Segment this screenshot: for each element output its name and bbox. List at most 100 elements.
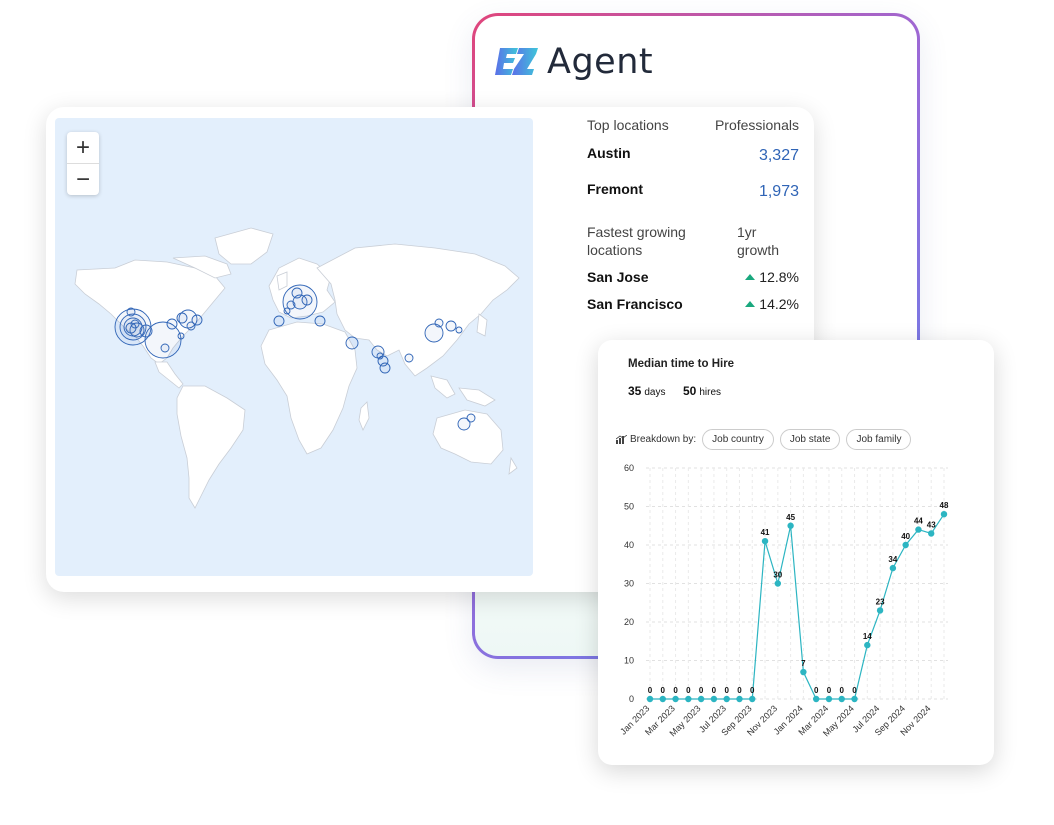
chip-job-family[interactable]: Job family (846, 429, 912, 450)
world-map-canvas (74, 227, 520, 509)
data-point[interactable] (800, 668, 807, 676)
location-bubble (291, 287, 303, 299)
location-bubble (191, 314, 203, 326)
data-point[interactable] (774, 580, 782, 587)
hires-value: 50 (683, 384, 697, 398)
data-label: 44 (914, 517, 923, 526)
world-map[interactable]: + − (55, 118, 533, 576)
breakdown-bar: Breakdown by: Job country Job state Job … (616, 429, 912, 450)
data-label: 0 (840, 686, 845, 695)
location-bubble (144, 321, 182, 359)
top-locations-header-row: Top locations Professionals (587, 117, 799, 133)
data-label: 40 (901, 532, 910, 541)
top-locations-header: Top locations (587, 117, 669, 133)
series-line (650, 513, 945, 700)
data-point[interactable] (838, 695, 845, 703)
map-bubbles (114, 284, 476, 431)
data-point[interactable] (915, 526, 922, 533)
data-point[interactable] (749, 695, 756, 703)
data-label: 0 (827, 686, 832, 695)
location-bubble (186, 321, 196, 331)
data-label: 0 (661, 686, 666, 695)
data-label: 0 (699, 686, 704, 695)
professionals-count: 1,973 (758, 183, 799, 200)
trend-up-icon (745, 301, 756, 307)
data-point[interactable] (825, 695, 833, 703)
location-bubble (434, 318, 444, 328)
data-label: 0 (686, 686, 691, 695)
data-point[interactable] (685, 695, 692, 703)
location-bubble (445, 320, 457, 332)
location-bubble (126, 307, 136, 317)
location-name: Fremont (587, 181, 643, 197)
data-point[interactable] (902, 541, 909, 549)
data-label: 0 (648, 686, 653, 695)
data-label: 0 (673, 686, 678, 695)
data-point[interactable] (928, 530, 935, 537)
data-label: 0 (737, 686, 742, 695)
location-bubble (166, 318, 178, 330)
data-point[interactable] (761, 537, 769, 545)
trend-up-icon (745, 274, 756, 280)
location-stats: Top locations Professionals Austin 3,327… (587, 117, 799, 312)
professionals-count: 3,327 (758, 147, 799, 164)
chip-job-country[interactable]: Job country (702, 429, 774, 450)
chip-job-state[interactable]: Job state (779, 429, 841, 450)
location-bubble (424, 323, 444, 343)
data-label: 0 (814, 686, 819, 695)
data-label: 48 (940, 501, 949, 510)
location-bubble (314, 315, 326, 327)
data-label: 0 (724, 686, 729, 695)
zoom-in-button[interactable]: + (75, 133, 90, 161)
data-point[interactable] (659, 695, 666, 703)
zoom-out-button[interactable]: − (67, 163, 99, 195)
data-point[interactable] (723, 695, 730, 703)
data-point[interactable] (672, 695, 679, 703)
growing-header-row: Fastest growing locations 1yr growth (587, 223, 799, 259)
top-location-row: Fremont 1,973 (587, 181, 799, 201)
location-bubble (292, 294, 308, 310)
fastest-growing-header: Fastest growing locations (587, 224, 686, 258)
data-point[interactable] (710, 695, 718, 703)
hires-unit: hires (699, 387, 722, 398)
data-point[interactable] (889, 564, 897, 572)
location-bubble (455, 326, 463, 334)
data-point[interactable] (851, 695, 858, 703)
location-bubble (130, 319, 140, 329)
data-label: 43 (927, 520, 936, 529)
location-bubble (301, 294, 313, 306)
growth-value: 12.8% (745, 269, 799, 285)
y-tick-label: 60 (624, 463, 634, 473)
y-tick-label: 30 (624, 579, 634, 589)
y-tick-label: 10 (624, 656, 634, 666)
data-point[interactable] (787, 522, 794, 529)
location-bubble (345, 336, 359, 350)
zoom-control: + − (67, 132, 99, 195)
data-point[interactable] (736, 695, 743, 703)
data-point[interactable] (940, 511, 948, 518)
data-point[interactable] (876, 607, 884, 614)
chart-title: Median time to Hire (628, 358, 735, 370)
growing-location-row: San Jose 12.8% (587, 269, 799, 285)
y-tick-label: 20 (624, 617, 634, 627)
bar-chart-icon (616, 435, 627, 444)
top-location-row: Austin 3,327 (587, 145, 799, 165)
data-label: 0 (852, 686, 857, 695)
data-point[interactable] (646, 695, 654, 703)
growth-value: 14.2% (745, 296, 799, 312)
ez-logo-icon (495, 48, 538, 75)
location-bubble (273, 315, 285, 327)
data-label: 23 (876, 597, 885, 606)
time-to-hire-card: Median time to Hire 35 days 50 hires Break… (598, 340, 994, 765)
data-point[interactable] (697, 695, 705, 703)
days-kpi: 35 days (628, 384, 665, 398)
breakdown-label: Breakdown by: (616, 434, 696, 445)
data-point[interactable] (812, 695, 820, 703)
location-bubble (282, 284, 318, 320)
data-label: 0 (712, 686, 717, 695)
location-bubble (177, 332, 185, 340)
data-point[interactable] (864, 641, 871, 649)
ez-agent-logo: Agent (495, 42, 653, 82)
location-bubble (178, 309, 198, 329)
